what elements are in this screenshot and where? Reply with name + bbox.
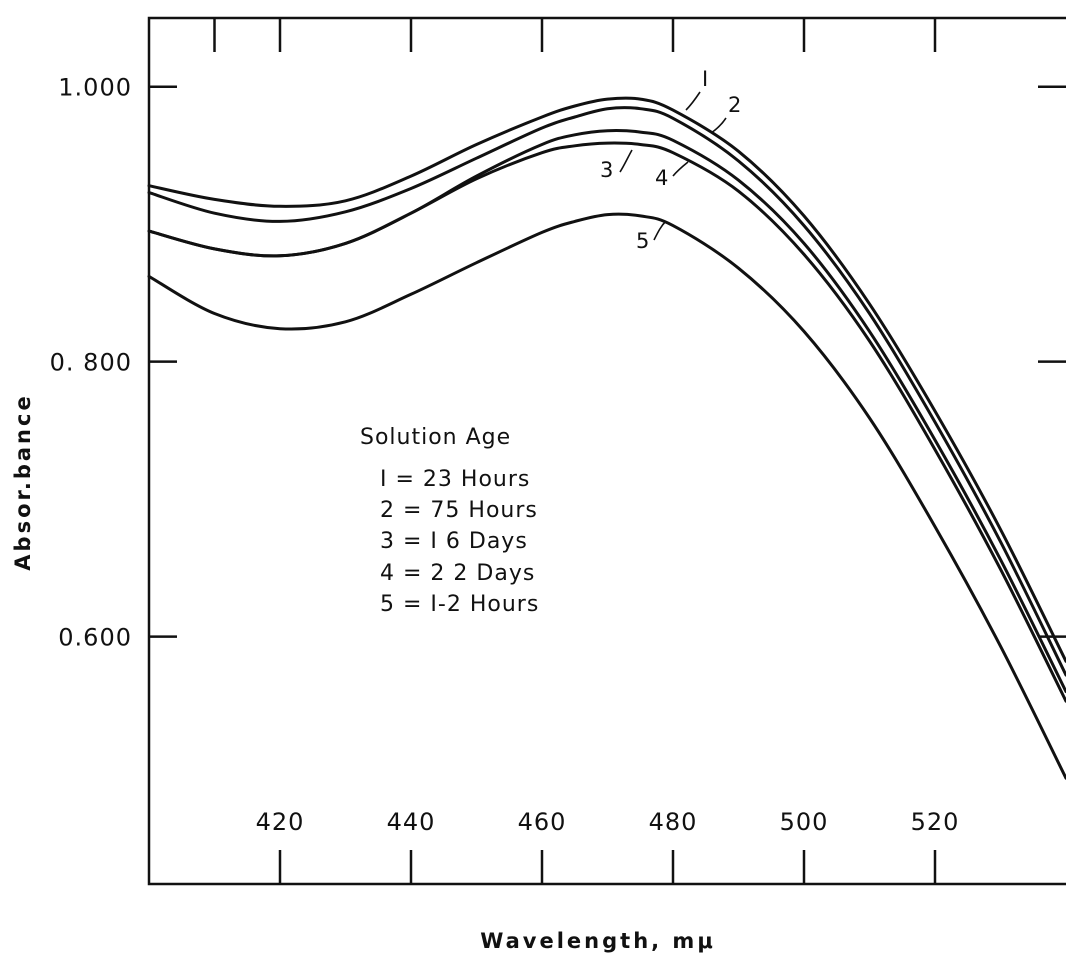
curve-leader-2 [710,117,727,134]
legend: Solution Age I = 23 Hours 2 = 75 Hours 3… [360,425,539,617]
legend-title: Solution Age [360,425,511,450]
series-line-5 [147,212,1066,780]
y-tick-label: 0.600 [58,624,132,652]
y-tick-label: 1.000 [58,74,132,102]
y-tick-labels: 0.600 0. 800 1.000 [50,74,132,652]
legend-entry-1: I = 23 Hours [380,467,530,492]
series-curves [147,96,1066,780]
series-line-2 [147,106,1066,677]
y-axis-title: Absor.bance [11,393,35,570]
plot-frame [147,16,1066,886]
x-axis-title: Wavelength, mμ [480,929,716,953]
x-tick-label: 460 [518,808,567,836]
x-tick-label: 440 [387,808,436,836]
curve-label-2: 2 [728,93,741,117]
series-line-4 [147,141,1066,703]
legend-entry-5: 5 = I-2 Hours [380,592,539,617]
x-tick-label: 420 [256,808,305,836]
x-tick-label: 520 [911,808,960,836]
curve-leader-4 [672,161,689,177]
curve-leader-1 [685,91,701,111]
curve-label-4: 4 [655,166,668,190]
curve-label-3: 3 [600,158,613,182]
x-tick-label: 480 [649,808,698,836]
legend-entry-3: 3 = I 6 Days [380,529,528,554]
legend-entry-2: 2 = 75 Hours [380,498,538,523]
plot-border [147,16,1066,886]
series-line-1 [147,96,1066,663]
curve-leader-5 [653,220,667,241]
x-tick-label: 500 [780,808,829,836]
curve-leader-3 [619,149,633,173]
curve-label-5: 5 [636,229,649,253]
curve-label-1: I [702,67,708,91]
curve-labels: I2 3 4 5 [600,67,741,253]
axis-ticks [149,18,1066,884]
legend-entry-4: 4 = 2 2 Days [380,561,535,586]
x-tick-labels: 420 440 460 480 500 520 [256,808,960,836]
y-tick-label: 0. 800 [50,349,132,377]
